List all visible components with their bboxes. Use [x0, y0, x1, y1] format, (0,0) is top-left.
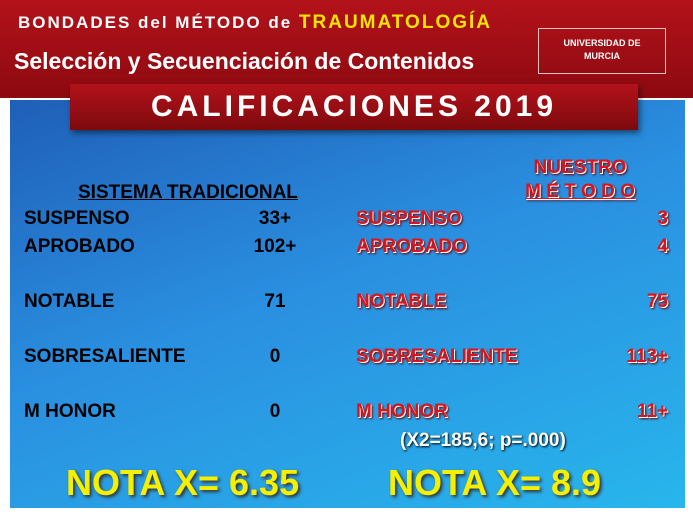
row-label: APROBADO — [356, 236, 467, 257]
header-text: BONDADES del MÉTODO de — [18, 13, 293, 32]
left-heading: SISTEMA TRADICIONAL — [78, 182, 298, 203]
row-value: 11+ — [636, 401, 668, 422]
row-value: 113+ — [626, 346, 668, 367]
row-label: SOBRESALIENTE — [356, 346, 518, 367]
header-line2: Selección y Secuenciación de Contenidos — [14, 48, 475, 74]
row-label: SUSPENSO — [356, 208, 462, 229]
logo-line: UNIVERSIDAD DE — [563, 38, 641, 48]
row-label: SUSPENSO — [24, 208, 130, 229]
right-heading: NUESTRO M É T O D O — [500, 156, 660, 204]
row-value: 0 — [269, 346, 281, 367]
row-label: M HONOR — [24, 401, 116, 422]
title: CALIFICACIONES 2019 — [70, 84, 638, 130]
row-value: 33+ — [258, 208, 292, 229]
mean-right: NOTA X= 8.9 — [388, 462, 602, 503]
header-band — [0, 0, 693, 98]
header-line1: BONDADES del MÉTODO de TRAUMATOLOGÍA — [18, 12, 492, 34]
content-panel — [10, 100, 685, 508]
heading-line: M É T O D O — [525, 181, 635, 202]
row-value: 71 — [264, 291, 286, 312]
row-label: M HONOR — [356, 401, 448, 422]
row-value: 102+ — [253, 236, 297, 257]
row-value: 75 — [646, 291, 668, 312]
logo: UNIVERSIDAD DE MURCIA — [538, 28, 666, 74]
row-label: SOBRESALIENTE — [24, 346, 186, 367]
row-value: 0 — [269, 401, 281, 422]
mean-left: NOTA X= 6.35 — [66, 462, 300, 503]
statistic: (X2=185,6; p=.000) — [400, 430, 566, 451]
heading-line: NUESTRO — [533, 157, 627, 178]
header-highlight: TRAUMATOLOGÍA — [298, 12, 493, 33]
row-value: 4 — [657, 236, 668, 257]
row-value: 3 — [657, 208, 668, 229]
row-label: NOTABLE — [356, 291, 447, 312]
row-label: APROBADO — [24, 236, 135, 257]
row-label: NOTABLE — [24, 291, 115, 312]
logo-line: MURCIA — [584, 51, 620, 61]
